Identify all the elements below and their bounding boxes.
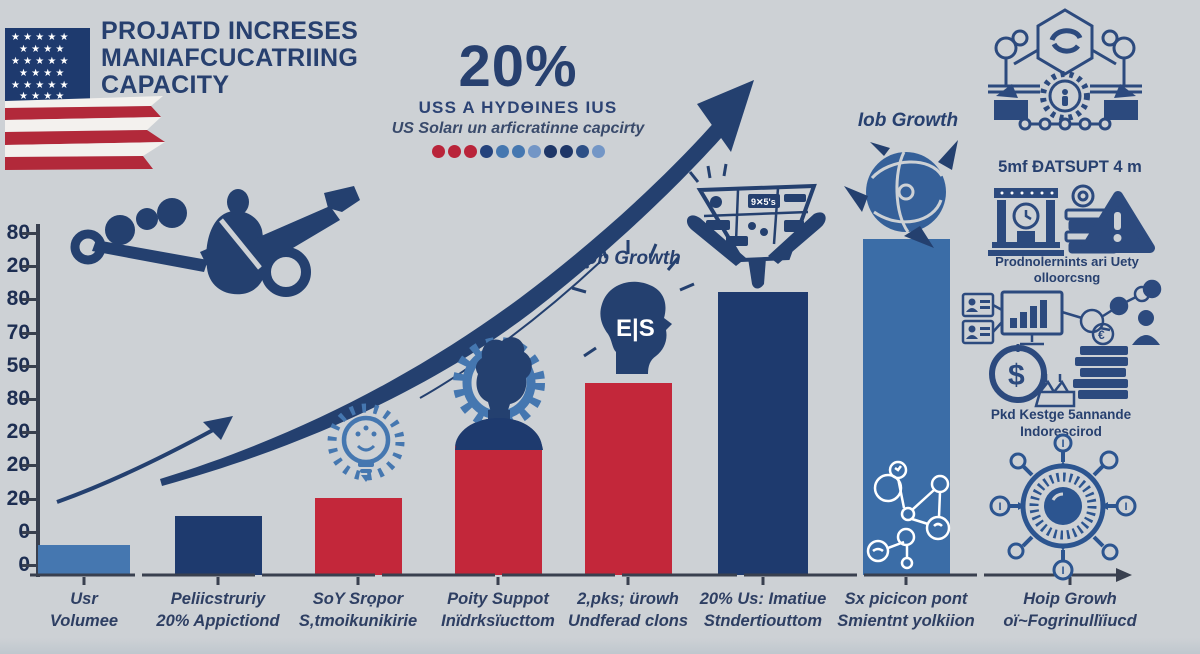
x-category-label: Poity Suppot Inïdrksïucttom	[441, 590, 555, 630]
job-growth-label-right: Iob Growth	[857, 110, 959, 131]
legend-dot	[511, 145, 525, 158]
page-title: PROJATD INCRESES MANIAFCUCATRIING CAPACI…	[101, 18, 358, 99]
legend-dot	[479, 145, 493, 158]
sidebar-caption-mid-line1: Prodnolernints ari Uety	[995, 254, 1139, 269]
bar	[455, 445, 542, 575]
bar	[718, 291, 808, 575]
flag-stripes	[5, 96, 165, 170]
funnel-icon: 9✕5's	[686, 163, 826, 289]
legend-dot	[431, 145, 445, 158]
hero-percent: 20%	[458, 34, 578, 99]
x-category-label: Peliicstruriy 20% Appictiond	[156, 590, 280, 630]
government-building-icon	[988, 188, 1064, 256]
hero-dot-row	[368, 145, 668, 158]
y-tick-label: 20	[6, 254, 30, 278]
y-tick-mark	[22, 364, 37, 368]
y-tick-label: 80	[6, 221, 30, 244]
svg-text:★ ★ ★ ★ ★: ★ ★ ★ ★ ★	[11, 56, 69, 67]
us-flag-icon: ★ ★ ★ ★ ★★ ★ ★ ★ ★ ★ ★ ★ ★★ ★ ★ ★ ★ ★ ★ …	[5, 28, 165, 170]
bar	[38, 544, 130, 575]
svg-text:$: $	[1008, 359, 1025, 392]
bar	[315, 498, 402, 575]
y-tick-mark	[22, 497, 37, 501]
svg-text:I: I	[998, 501, 1001, 513]
legend-dot	[447, 145, 461, 158]
legend-dot	[575, 145, 589, 158]
y-tick-mark	[22, 464, 37, 468]
svg-text:★ ★ ★ ★: ★ ★ ★ ★	[19, 44, 64, 55]
y-tick-label: 70	[6, 320, 30, 344]
globe-icon	[844, 140, 958, 248]
y-tick-mark	[22, 298, 37, 302]
x-axis-arrowhead	[1116, 568, 1132, 582]
svg-text:★ ★ ★ ★: ★ ★ ★ ★	[19, 91, 64, 102]
svg-text:I: I	[1061, 565, 1064, 577]
legend-dot	[543, 145, 557, 158]
y-tick-label: 50	[6, 353, 30, 377]
title-line-3: CAPACITY	[101, 71, 230, 99]
sidebar-caption-mid: Prodnolernints ari Uety olloorcsng	[972, 254, 1162, 286]
y-tick-mark	[22, 331, 37, 335]
y-tick-label: 80	[6, 287, 30, 311]
svg-text:€: €	[1098, 328, 1105, 342]
legend-dot	[591, 145, 605, 158]
warning-triangle-icon	[1081, 191, 1155, 253]
x-category-label: SoY Srọpor S,tmoikunikirie	[298, 590, 418, 630]
hero-subtitle-bold: USS A HYDƟINES IUS	[418, 98, 618, 117]
legend-dot	[559, 145, 573, 158]
svg-text:★ ★ ★ ★ ★: ★ ★ ★ ★ ★	[11, 32, 69, 43]
svg-text:I: I	[1124, 501, 1127, 513]
svg-text:9✕5's: 9✕5's	[751, 197, 776, 207]
sidebar-caption-low: Pkd Kestge 5annande Indorescirod	[966, 406, 1156, 440]
y-tick-label: 20	[6, 453, 30, 477]
y-tick-mark	[22, 265, 37, 269]
sidebar-caption-low-line2: Indorescirod	[1020, 424, 1102, 439]
bar	[863, 239, 950, 575]
job-growth-label-mid: Job Growth	[575, 248, 681, 269]
x-category-label: Usr Volumee	[49, 590, 119, 630]
hero-stat: 20% USS A HYDƟINES IUS US Soları un arfi…	[368, 38, 668, 158]
legend-dot	[463, 145, 477, 158]
title-line-1: PROJATD INCRESES	[101, 17, 359, 45]
money-books-icon: $	[989, 344, 1128, 408]
y-tick-mark	[22, 398, 37, 401]
y-axis-line	[36, 224, 40, 577]
flag-canton	[5, 28, 90, 101]
x-axis-line	[30, 573, 1118, 585]
title-line-2: MANIAFCUCATRIING	[101, 44, 359, 72]
x-category-label: 2,pks; ürowh Undferad clons	[567, 590, 689, 630]
y-tick-mark	[22, 431, 37, 435]
x-category-label: 20% Us: Imatiue Stndertiouttom	[699, 590, 827, 630]
factory-line-icon	[988, 8, 1142, 131]
svg-text:E|S: E|S	[616, 315, 655, 342]
legend-dot	[527, 145, 541, 158]
y-tick-label: 80	[6, 387, 30, 410]
x-category-label: Hoip Growh oï~Fogrinullïiucd	[1003, 590, 1137, 630]
y-tick-label: 20	[6, 420, 30, 444]
hero-subtitle-italic: US Soları un arficratinne capcirty	[391, 120, 645, 137]
svg-text:★ ★ ★ ★ ★: ★ ★ ★ ★ ★	[11, 80, 69, 91]
x-category-label: Sx picicon pont Smientnt yolkiion	[837, 590, 975, 630]
flowchart-icon: €	[961, 279, 1162, 346]
svg-text:★ ★ ★ ★: ★ ★ ★ ★	[19, 68, 64, 79]
worker-machine-icon	[70, 186, 360, 297]
sidebar-caption-top: 5mf ÐATSUPT 4 m	[998, 158, 1142, 176]
bar	[175, 515, 262, 575]
bar	[585, 382, 672, 575]
y-tick-mark	[22, 564, 37, 567]
legend-dot	[495, 145, 509, 158]
sidebar-caption-mid-line2: olloorcsng	[1033, 270, 1101, 285]
y-tick-mark	[22, 232, 37, 235]
flag-stars: ★ ★ ★ ★ ★★ ★ ★ ★ ★ ★ ★ ★ ★★ ★ ★ ★ ★ ★ ★ …	[11, 32, 69, 102]
sidebar-caption-low-line1: Pkd Kestge 5annande	[990, 407, 1132, 422]
y-tick-label: 20	[6, 486, 30, 510]
coin-stack-icon	[1064, 184, 1118, 254]
lightbulb-icon	[327, 403, 405, 482]
y-tick-mark	[22, 530, 37, 534]
bar-figure-cap	[455, 417, 542, 448]
